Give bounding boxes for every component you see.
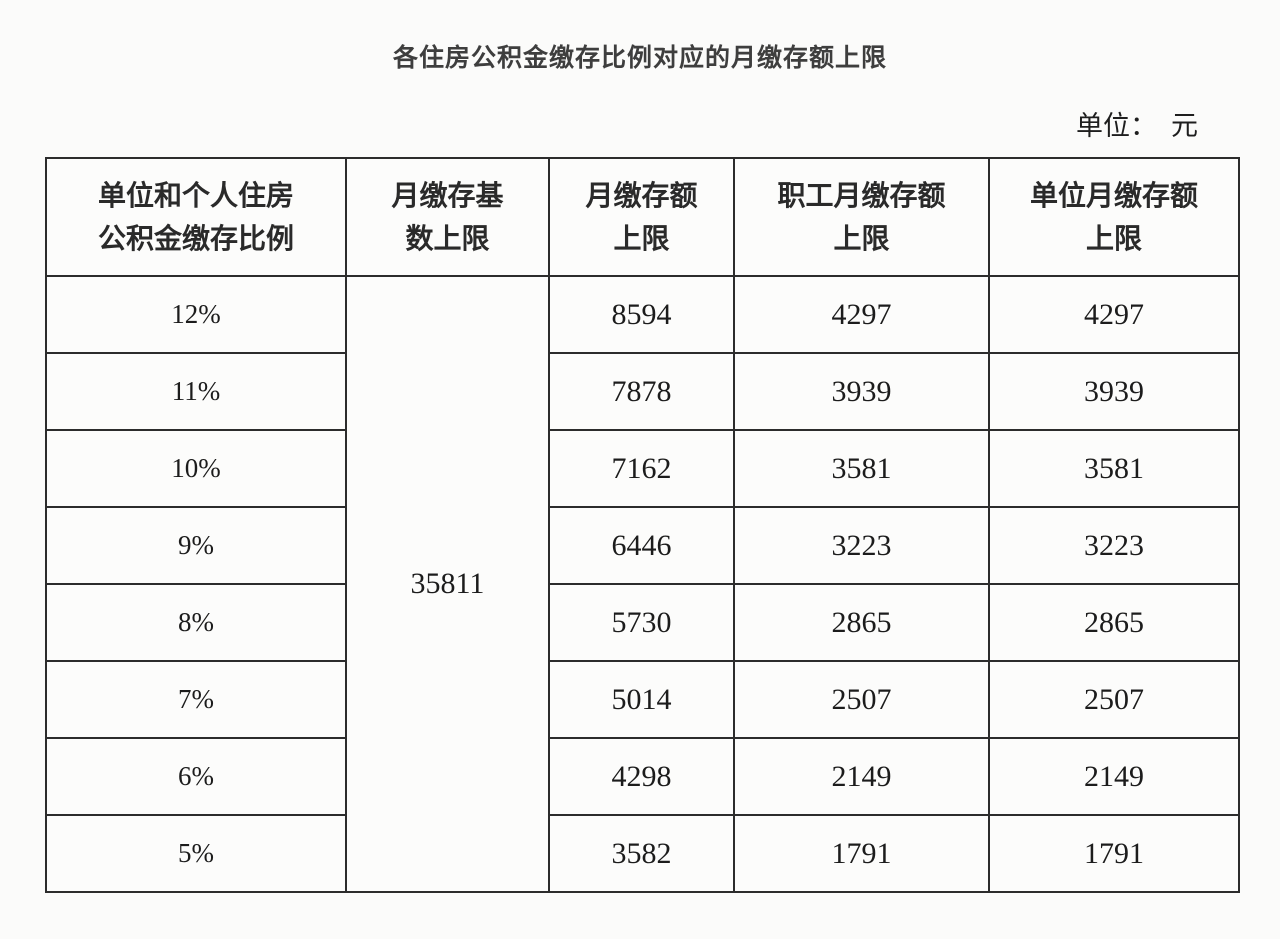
ratio-cell: 6% [45, 737, 347, 816]
header-employer-limit: 单位月缴存额 上限 [988, 157, 1240, 277]
employee-limit-cell: 4297 [733, 275, 990, 354]
header-row: 单位和个人住房 公积金缴存比例 月缴存基 数上限 月缴存额 上限 职工月缴存额 … [45, 157, 1240, 277]
header-ratio: 单位和个人住房 公积金缴存比例 [45, 157, 347, 277]
employer-limit-cell: 3223 [988, 506, 1240, 585]
employee-limit-cell: 1791 [733, 814, 990, 893]
header-monthly-limit: 月缴存额 上限 [548, 157, 735, 277]
monthly-limit-cell: 7878 [548, 352, 735, 431]
ratio-cell: 5% [45, 814, 347, 893]
table-row: 5% 3582 1791 1791 [45, 814, 1240, 893]
employer-limit-cell: 4297 [988, 275, 1240, 354]
employee-limit-cell: 3223 [733, 506, 990, 585]
employee-limit-cell: 2865 [733, 583, 990, 662]
employee-limit-cell: 2507 [733, 660, 990, 739]
header-monthly-limit-line2: 上限 [613, 223, 670, 254]
header-monthly-limit-line1: 月缴存额 [585, 179, 698, 211]
table-row: 8% 5730 2865 2865 [45, 583, 1240, 662]
header-ratio-line2: 公积金缴存比例 [97, 223, 294, 254]
header-base-limit-line1: 月缴存基 [391, 179, 504, 211]
monthly-limit-cell: 8594 [548, 275, 735, 354]
ratio-cell: 12% [45, 275, 347, 354]
header-employer-limit-line2: 上限 [1085, 223, 1142, 254]
table-row: 10% 7162 3581 3581 [45, 429, 1240, 508]
employee-limit-cell: 2149 [733, 737, 990, 816]
ratio-cell: 7% [45, 660, 347, 739]
monthly-limit-cell: 4298 [548, 737, 735, 816]
page-title: 各住房公积金缴存比例对应的月缴存额上限 [392, 44, 887, 72]
ratio-cell: 8% [45, 583, 347, 662]
contribution-limits-table: 单位和个人住房 公积金缴存比例 月缴存基 数上限 月缴存额 上限 职工月缴存额 … [45, 157, 1240, 893]
header-employer-limit-line1: 单位月缴存额 [1029, 179, 1198, 211]
base-limit-cell: 35811 [345, 275, 550, 893]
monthly-limit-cell: 5014 [548, 660, 735, 739]
employer-limit-cell: 2149 [988, 737, 1240, 816]
unit-value: 元 [1171, 111, 1198, 141]
header-employee-limit-line1: 职工月缴存额 [777, 179, 946, 211]
monthly-limit-cell: 5730 [548, 583, 735, 662]
table-row: 11% 7878 3939 3939 [45, 352, 1240, 431]
ratio-cell: 11% [45, 352, 347, 431]
table-row: 6% 4298 2149 2149 [45, 737, 1240, 816]
employer-limit-cell: 2865 [988, 583, 1240, 662]
header-employee-limit-line2: 上限 [833, 223, 890, 254]
table-row: 9% 6446 3223 3223 [45, 506, 1240, 585]
employer-limit-cell: 1791 [988, 814, 1240, 893]
monthly-limit-cell: 7162 [548, 429, 735, 508]
ratio-cell: 10% [45, 429, 347, 508]
unit-label: 单位： [1076, 111, 1157, 141]
employer-limit-cell: 3581 [988, 429, 1240, 508]
header-employee-limit: 职工月缴存额 上限 [733, 157, 990, 277]
employer-limit-cell: 2507 [988, 660, 1240, 739]
table-row: 12% 35811 8594 4297 4297 [45, 275, 1240, 893]
ratio-cell: 9% [45, 506, 347, 585]
monthly-limit-cell: 6446 [548, 506, 735, 585]
employee-limit-cell: 3939 [733, 352, 990, 431]
employer-limit-cell: 3939 [988, 352, 1240, 431]
monthly-limit-cell: 3582 [548, 814, 735, 893]
employee-limit-cell: 3581 [733, 429, 990, 508]
header-base-limit: 月缴存基 数上限 [345, 157, 550, 277]
header-ratio-line1: 单位和个人住房 [97, 179, 294, 211]
header-base-limit-line2: 数上限 [405, 223, 490, 254]
unit-note: 单位： 元 [0, 104, 1198, 143]
table-row: 7% 5014 2507 2507 [45, 660, 1240, 739]
